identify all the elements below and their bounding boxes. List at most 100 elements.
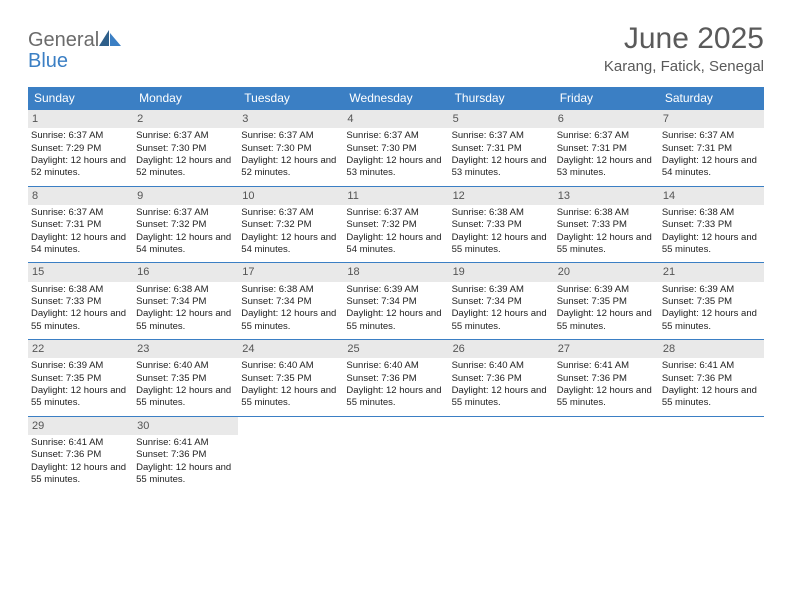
- calendar-cell: 26Sunrise: 6:40 AMSunset: 7:36 PMDayligh…: [449, 340, 554, 417]
- calendar-cell: 1Sunrise: 6:37 AMSunset: 7:29 PMDaylight…: [28, 110, 133, 187]
- sunrise-line: Sunrise: 6:39 AM: [31, 360, 130, 372]
- daylight-line: Daylight: 12 hours and 53 minutes.: [557, 155, 656, 180]
- daylight-line: Daylight: 12 hours and 55 minutes.: [557, 385, 656, 410]
- sunset-line: Sunset: 7:35 PM: [557, 296, 656, 308]
- sunrise-line: Sunrise: 6:38 AM: [557, 207, 656, 219]
- sunrise-line: Sunrise: 6:37 AM: [557, 130, 656, 142]
- sunset-line: Sunset: 7:36 PM: [452, 373, 551, 385]
- calendar-cell: 7Sunrise: 6:37 AMSunset: 7:31 PMDaylight…: [659, 110, 764, 187]
- day-number: 20: [554, 263, 659, 281]
- header: General Blue June 2025 Karang, Fatick, S…: [28, 22, 764, 75]
- day-number: 4: [343, 110, 448, 128]
- sunset-line: Sunset: 7:34 PM: [452, 296, 551, 308]
- calendar-table: SundayMondayTuesdayWednesdayThursdayFrid…: [28, 87, 764, 492]
- calendar-cell: 4 Sunrise: 6:37 AMSunset: 7:30 PMDaylight…: [343, 110, 448, 187]
- title-block: June 2025 Karang, Fatick, Senegal: [604, 22, 764, 75]
- daylight-line: Daylight: 12 hours and 55 minutes.: [452, 385, 551, 410]
- weekday-header: Friday: [554, 87, 659, 110]
- daylight-line: Daylight: 12 hours and 55 minutes.: [31, 385, 130, 410]
- daylight-line: Daylight: 12 hours and 55 minutes.: [31, 462, 130, 487]
- calendar-cell: 13Sunrise: 6:38 AMSunset: 7:33 PMDayligh…: [554, 186, 659, 263]
- calendar-cell: [343, 416, 448, 492]
- calendar-cell: 11 Sunrise: 6:37 AMSunset: 7:32 PMDayligh…: [343, 186, 448, 263]
- day-number: 23: [133, 340, 238, 358]
- sunset-line: Sunset: 7:31 PM: [31, 219, 130, 231]
- day-number: 6: [554, 110, 659, 128]
- day-number: 19: [449, 263, 554, 281]
- sunrise-line: Sunrise: 6:38 AM: [136, 284, 235, 296]
- calendar-row: 15Sunrise: 6:38 AMSunset: 7:33 PMDayligh…: [28, 263, 764, 340]
- sunrise-line: Sunrise: 6:37 AM: [136, 207, 235, 219]
- sunrise-line: Sunrise: 6:39 AM: [452, 284, 551, 296]
- daylight-line: Daylight: 12 hours and 55 minutes.: [662, 232, 761, 257]
- day-number: 13: [554, 187, 659, 205]
- sunrise-line: Sunrise: 6:37 AM: [31, 207, 130, 219]
- calendar-cell: 6Sunrise: 6:37 AMSunset: 7:31 PMDaylight…: [554, 110, 659, 187]
- weekday-header: Monday: [133, 87, 238, 110]
- calendar-cell: 5Sunrise: 6:37 AMSunset: 7:31 PMDaylight…: [449, 110, 554, 187]
- daylight-line: Daylight: 12 hours and 54 minutes.: [662, 155, 761, 180]
- location-text: Karang, Fatick, Senegal: [604, 58, 764, 75]
- day-number: 3: [238, 110, 343, 128]
- daylight-line: Daylight: 12 hours and 55 minutes.: [557, 232, 656, 257]
- weekday-header: Thursday: [449, 87, 554, 110]
- daylight-line: Daylight: 12 hours and 55 minutes.: [136, 308, 235, 333]
- calendar-cell: 17Sunrise: 6:38 AMSunset: 7:34 PMDayligh…: [238, 263, 343, 340]
- day-number: 29: [28, 417, 133, 435]
- calendar-cell: 3Sunrise: 6:37 AMSunset: 7:30 PMDaylight…: [238, 110, 343, 187]
- sunset-line: Sunset: 7:36 PM: [346, 373, 445, 385]
- day-number: 15: [28, 263, 133, 281]
- daylight-line: Daylight: 12 hours and 55 minutes.: [241, 385, 340, 410]
- sunset-line: Sunset: 7:30 PM: [241, 143, 340, 155]
- calendar-row: 29Sunrise: 6:41 AMSunset: 7:36 PM Dayligh…: [28, 416, 764, 492]
- sunset-line: Sunset: 7:30 PM: [346, 143, 445, 155]
- calendar-cell: 10Sunrise: 6:37 AMSunset: 7:32 PMDayligh…: [238, 186, 343, 263]
- sunrise-line: Sunrise: 6:37 AM: [662, 130, 761, 142]
- sunset-line: Sunset: 7:32 PM: [346, 219, 445, 231]
- day-number: 16: [133, 263, 238, 281]
- weekday-header: Saturday: [659, 87, 764, 110]
- sunrise-line: Sunrise: 6:37 AM: [346, 130, 445, 142]
- sunset-line: Sunset: 7:33 PM: [31, 296, 130, 308]
- daylight-line: Daylight: 12 hours and 55 minutes.: [662, 385, 761, 410]
- sunrise-line: Sunrise: 6:41 AM: [136, 437, 235, 449]
- sunrise-line: Sunrise: 6:39 AM: [557, 284, 656, 296]
- sunset-line: Sunset: 7:32 PM: [136, 219, 235, 231]
- sunset-line: Sunset: 7:35 PM: [31, 373, 130, 385]
- day-number: 11: [343, 187, 448, 205]
- sunset-line: Sunset: 7:33 PM: [662, 219, 761, 231]
- day-number: 28: [659, 340, 764, 358]
- day-number: 25: [343, 340, 448, 358]
- daylight-line: Daylight: 12 hours and 54 minutes.: [136, 232, 235, 257]
- calendar-cell: 2Sunrise: 6:37 AMSunset: 7:30 PMDaylight…: [133, 110, 238, 187]
- sunrise-line: Sunrise: 6:40 AM: [452, 360, 551, 372]
- daylight-line: Daylight: 12 hours and 52 minutes.: [31, 155, 130, 180]
- weekday-header: Wednesday: [343, 87, 448, 110]
- sunrise-line: Sunrise: 6:38 AM: [31, 284, 130, 296]
- day-number: 2: [133, 110, 238, 128]
- logo-text-block: General Blue: [28, 28, 121, 72]
- sunset-line: Sunset: 7:36 PM: [136, 449, 235, 461]
- daylight-line: Daylight: 12 hours and 55 minutes.: [241, 308, 340, 333]
- daylight-line: Daylight: 12 hours and 55 minutes.: [452, 232, 551, 257]
- calendar-cell: 22Sunrise: 6:39 AMSunset: 7:35 PMDayligh…: [28, 340, 133, 417]
- calendar-cell: 8Sunrise: 6:37 AMSunset: 7:31 PMDaylight…: [28, 186, 133, 263]
- day-number: 17: [238, 263, 343, 281]
- sunrise-line: Sunrise: 6:37 AM: [346, 207, 445, 219]
- daylight-line: Daylight: 12 hours and 53 minutes.: [346, 155, 445, 180]
- sunrise-line: Sunrise: 6:40 AM: [136, 360, 235, 372]
- calendar-cell: 23Sunrise: 6:40 AMSunset: 7:35 PMDayligh…: [133, 340, 238, 417]
- sunset-line: Sunset: 7:30 PM: [136, 143, 235, 155]
- logo: General Blue: [28, 22, 121, 72]
- logo-sail-icon: [99, 30, 121, 46]
- calendar-row: 22Sunrise: 6:39 AMSunset: 7:35 PMDayligh…: [28, 340, 764, 417]
- calendar-cell: 29Sunrise: 6:41 AMSunset: 7:36 PMDayligh…: [28, 416, 133, 492]
- sunset-line: Sunset: 7:34 PM: [241, 296, 340, 308]
- daylight-line: Daylight: 12 hours and 55 minutes.: [136, 385, 235, 410]
- daylight-line: Daylight: 12 hours and 54 minutes.: [241, 232, 340, 257]
- daylight-line: Daylight: 12 hours and 54 minutes.: [346, 232, 445, 257]
- day-number: 12: [449, 187, 554, 205]
- sunset-line: Sunset: 7:31 PM: [452, 143, 551, 155]
- calendar-cell: 16Sunrise: 6:38 AMSunset: 7:34 PMDayligh…: [133, 263, 238, 340]
- sunset-line: Sunset: 7:31 PM: [662, 143, 761, 155]
